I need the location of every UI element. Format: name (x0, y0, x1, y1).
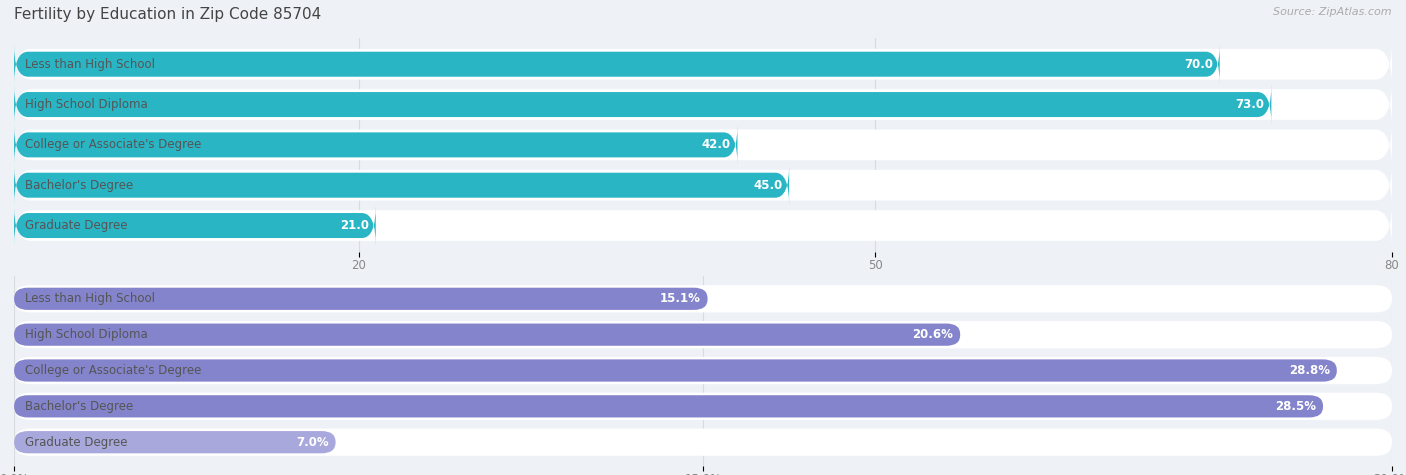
Text: Less than High School: Less than High School (25, 292, 155, 305)
FancyBboxPatch shape (14, 41, 1392, 87)
Text: Bachelor's Degree: Bachelor's Degree (25, 179, 134, 192)
Text: 70.0: 70.0 (1184, 58, 1213, 71)
Text: College or Associate's Degree: College or Associate's Degree (25, 364, 201, 377)
Text: 28.8%: 28.8% (1289, 364, 1330, 377)
Text: Source: ZipAtlas.com: Source: ZipAtlas.com (1274, 7, 1392, 17)
FancyBboxPatch shape (14, 125, 738, 165)
FancyBboxPatch shape (14, 162, 1392, 209)
FancyBboxPatch shape (14, 122, 1392, 168)
FancyBboxPatch shape (14, 428, 1392, 456)
FancyBboxPatch shape (14, 45, 1219, 84)
FancyBboxPatch shape (14, 165, 789, 205)
Text: High School Diploma: High School Diploma (25, 328, 148, 341)
Text: 28.5%: 28.5% (1275, 400, 1316, 413)
Text: 20.6%: 20.6% (912, 328, 953, 341)
Text: 45.0: 45.0 (754, 179, 782, 192)
Text: 15.1%: 15.1% (659, 292, 700, 305)
FancyBboxPatch shape (14, 357, 1392, 384)
FancyBboxPatch shape (14, 288, 707, 310)
FancyBboxPatch shape (14, 206, 375, 245)
FancyBboxPatch shape (14, 81, 1392, 128)
Text: Fertility by Education in Zip Code 85704: Fertility by Education in Zip Code 85704 (14, 7, 322, 22)
Text: College or Associate's Degree: College or Associate's Degree (25, 138, 201, 152)
Text: 73.0: 73.0 (1236, 98, 1264, 111)
Text: Less than High School: Less than High School (25, 58, 155, 71)
Text: Bachelor's Degree: Bachelor's Degree (25, 400, 134, 413)
FancyBboxPatch shape (14, 431, 336, 453)
FancyBboxPatch shape (14, 395, 1323, 418)
FancyBboxPatch shape (14, 321, 1392, 348)
FancyBboxPatch shape (14, 360, 1337, 381)
Text: Graduate Degree: Graduate Degree (25, 436, 128, 449)
Text: 21.0: 21.0 (340, 219, 368, 232)
Text: 42.0: 42.0 (702, 138, 731, 152)
FancyBboxPatch shape (14, 85, 1271, 124)
Text: 7.0%: 7.0% (297, 436, 329, 449)
FancyBboxPatch shape (14, 393, 1392, 420)
FancyBboxPatch shape (14, 323, 960, 346)
Text: Graduate Degree: Graduate Degree (25, 219, 128, 232)
FancyBboxPatch shape (14, 285, 1392, 313)
FancyBboxPatch shape (14, 202, 1392, 249)
Text: High School Diploma: High School Diploma (25, 98, 148, 111)
